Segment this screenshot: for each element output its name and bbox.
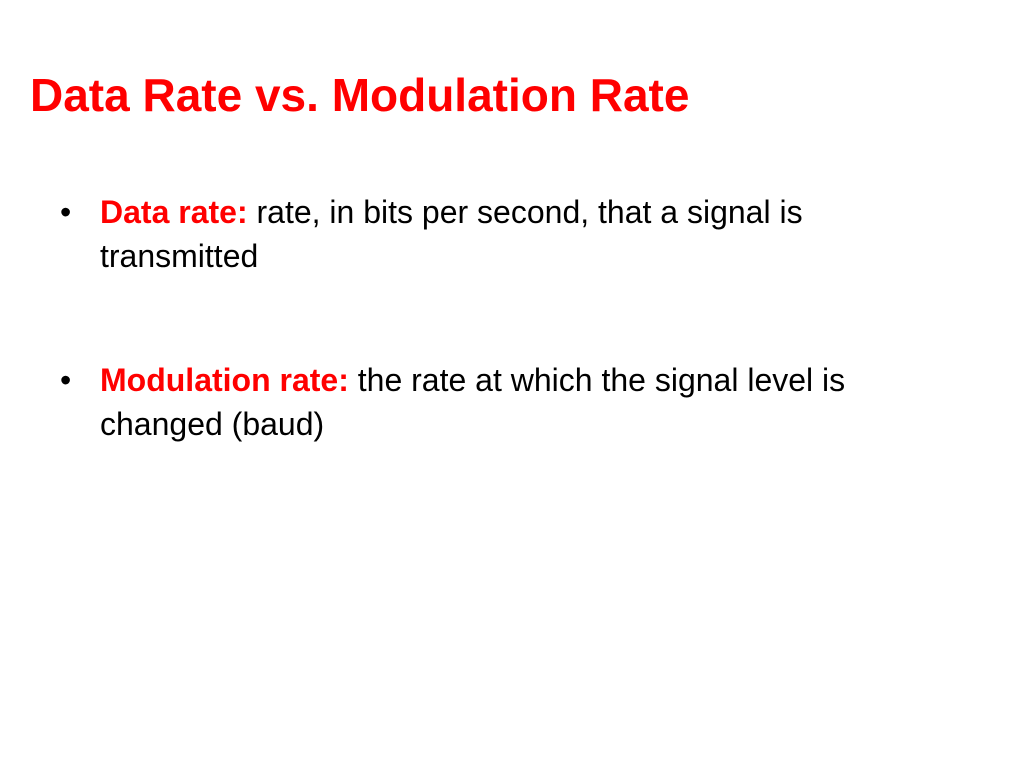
bullet-dot: • <box>60 362 72 398</box>
bullet-list: • Data rate: rate, in bits per second, th… <box>60 190 920 526</box>
bullet-term: Modulation rate: <box>100 362 349 398</box>
bullet-dot: • <box>60 194 72 230</box>
bullet: • Data rate: rate, in bits per second, th… <box>60 190 920 278</box>
bullet-text: the rate at which the signal level is ch… <box>100 362 846 442</box>
bullet-text: rate, in bits per second, that a signal … <box>100 194 803 274</box>
bullet: • Modulation rate: the rate at which the … <box>60 358 920 446</box>
slide-title: Data Rate vs. Modulation Rate <box>30 69 690 121</box>
bullet-term: Data rate: <box>100 194 248 230</box>
